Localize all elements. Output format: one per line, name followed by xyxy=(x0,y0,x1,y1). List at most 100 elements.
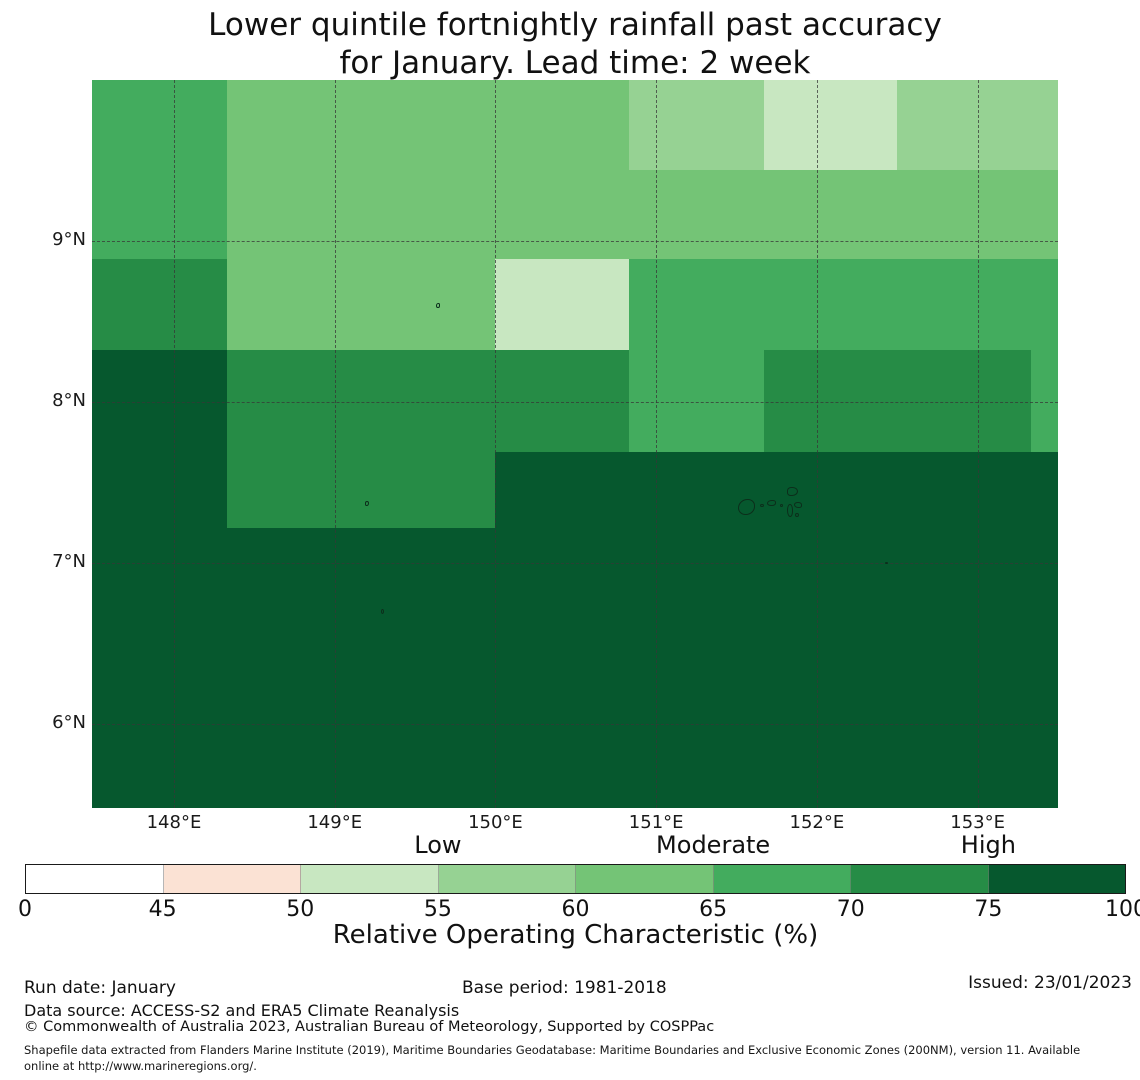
footer-shapefile-attribution-line1: Shapefile data extracted from Flanders M… xyxy=(24,1043,1081,1057)
map-cell xyxy=(92,80,227,170)
map-gridline-meridian xyxy=(495,80,497,808)
colorbar-tick-label: 100 xyxy=(1105,897,1140,922)
map-plot xyxy=(92,80,1058,808)
map-cell xyxy=(897,614,1031,705)
chart-title: Lower quintile fortnightly rainfall past… xyxy=(92,6,1058,82)
island-outline xyxy=(794,502,803,508)
map-cell xyxy=(227,705,362,793)
island-outline xyxy=(364,500,369,506)
map-cell xyxy=(629,80,764,170)
map-cell xyxy=(362,259,495,350)
map-cell xyxy=(362,170,495,259)
y-axis-tick-label: 6°N xyxy=(52,711,86,733)
map-gridline-parallel xyxy=(92,401,1058,403)
map-cell xyxy=(92,452,227,528)
map-cell xyxy=(897,350,1031,452)
map-gridline-meridian xyxy=(173,80,175,808)
map-cell xyxy=(764,614,897,705)
map-gridline-meridian xyxy=(977,80,979,808)
footer-run-date: Run date: January xyxy=(24,978,176,998)
map-cell xyxy=(495,170,629,259)
x-axis-tick-label: 152°E xyxy=(789,812,845,833)
footer-base-period: Base period: 1981-2018 xyxy=(462,978,667,998)
map-cell xyxy=(897,170,1031,259)
map-cell xyxy=(764,350,897,452)
colorbar-category-label-high: High xyxy=(960,831,1016,859)
map-cell xyxy=(629,614,764,705)
colorbar-tick-label: 45 xyxy=(148,897,177,922)
colorbar-tick-label: 55 xyxy=(423,897,452,922)
map-cell xyxy=(1031,793,1058,808)
map-cell xyxy=(629,528,764,614)
island-outline xyxy=(738,498,756,515)
map-cell xyxy=(362,614,495,705)
colorbar-axis-label: Relative Operating Characteristic (%) xyxy=(332,920,819,950)
island-outline xyxy=(786,504,793,518)
map-cell xyxy=(629,452,764,528)
x-axis-tick-label: 150°E xyxy=(468,812,523,833)
map-cell xyxy=(362,452,495,528)
map-cell xyxy=(227,259,362,350)
map-cell xyxy=(227,350,362,452)
map-cell xyxy=(764,528,897,614)
map-cell xyxy=(92,793,227,808)
map-cell xyxy=(1031,80,1058,170)
x-axis-tick-label: 153°E xyxy=(950,812,1005,833)
island-outline xyxy=(795,512,800,517)
map-cell xyxy=(495,793,629,808)
colorbar-segment-0-45 xyxy=(26,865,164,893)
map-cell xyxy=(764,259,897,350)
map-cell xyxy=(629,793,764,808)
map-cell xyxy=(495,528,629,614)
colorbar-segment-60-65 xyxy=(576,865,714,893)
colorbar-segment-70-75 xyxy=(851,865,989,893)
island-outline xyxy=(766,499,776,506)
map-cell xyxy=(227,614,362,705)
map-cell xyxy=(897,793,1031,808)
map-cell xyxy=(1031,350,1058,452)
map-cell xyxy=(1031,170,1058,259)
map-cell xyxy=(227,793,362,808)
map-cell xyxy=(495,705,629,793)
colorbar-category-labels: Low Moderate High xyxy=(25,831,1126,859)
map-cell xyxy=(764,793,897,808)
island-outline xyxy=(435,302,440,308)
footer-issued-date: Issued: 23/01/2023 xyxy=(968,973,1132,993)
colorbar-segment-65-70 xyxy=(713,865,851,893)
map-gridline-meridian xyxy=(334,80,336,808)
island-outline xyxy=(760,503,765,507)
map-cell xyxy=(629,705,764,793)
colorbar-tick-label: 70 xyxy=(836,897,865,922)
y-axis-tick-label: 8°N xyxy=(52,389,86,411)
map-cell xyxy=(897,528,1031,614)
map-cell xyxy=(495,259,629,350)
map-gridline-parallel xyxy=(92,723,1058,725)
map-cell xyxy=(897,452,1031,528)
map-cell xyxy=(629,170,764,259)
map-cell xyxy=(362,528,495,614)
map-cell xyxy=(897,259,1031,350)
map-cell xyxy=(92,528,227,614)
map-cell xyxy=(1031,705,1058,793)
map-cell xyxy=(764,80,897,170)
map-cell xyxy=(92,705,227,793)
map-cell xyxy=(92,259,227,350)
map-cell xyxy=(495,614,629,705)
map-cell xyxy=(764,170,897,259)
map-cell xyxy=(362,705,495,793)
island-outline xyxy=(884,561,888,564)
colorbar-category-label-low: Low xyxy=(414,831,462,859)
chart-title-line2: for January. Lead time: 2 week xyxy=(339,45,811,81)
map-cell xyxy=(764,705,897,793)
map-cell xyxy=(1031,452,1058,528)
colorbar-tick-label: 0 xyxy=(18,897,32,922)
island-outline xyxy=(381,608,385,614)
x-axis-tick-label: 151°E xyxy=(628,812,684,833)
map-cell xyxy=(227,452,362,528)
x-axis: 148°E 149°E 150°E 151°E 152°E 153°E xyxy=(92,812,1058,836)
map-cell xyxy=(362,350,495,452)
map-cell xyxy=(764,452,897,528)
x-axis-tick-label: 149°E xyxy=(307,812,363,833)
colorbar-segment-45-50 xyxy=(163,865,301,893)
